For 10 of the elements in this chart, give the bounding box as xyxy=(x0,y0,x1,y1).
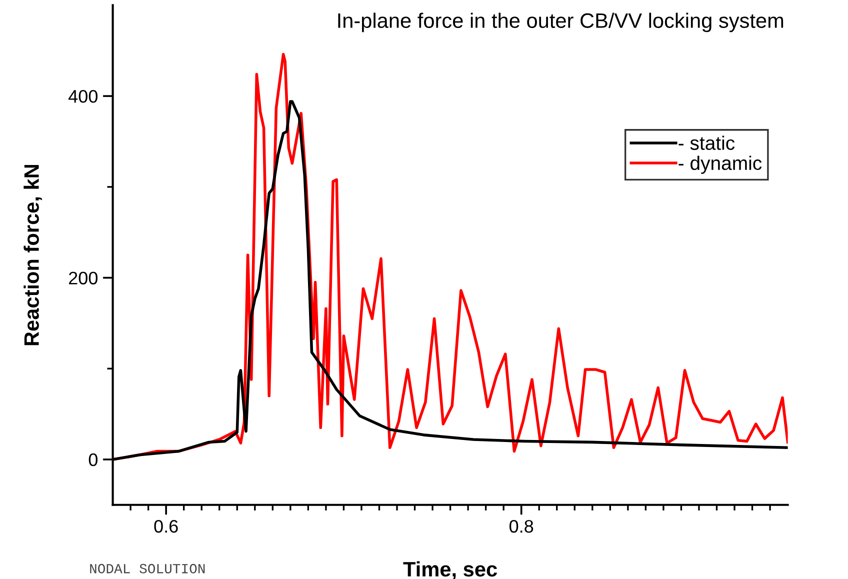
x-tick-label: 0.8 xyxy=(510,520,534,533)
legend-label: - dynamic xyxy=(678,156,762,174)
x-tick-label: 0.6 xyxy=(154,520,178,533)
chart-title: In-plane force in the outer CB/VV locking system xyxy=(338,12,784,32)
y-axis-title: Reaction force, kN xyxy=(24,164,42,346)
y-tick-label: 400 xyxy=(68,90,98,103)
legend-label: - static xyxy=(678,136,735,150)
y-tick-label: 0 xyxy=(88,453,98,466)
y-tick-label: 200 xyxy=(68,272,98,284)
text: NODAL SOLUTION xyxy=(90,564,205,574)
